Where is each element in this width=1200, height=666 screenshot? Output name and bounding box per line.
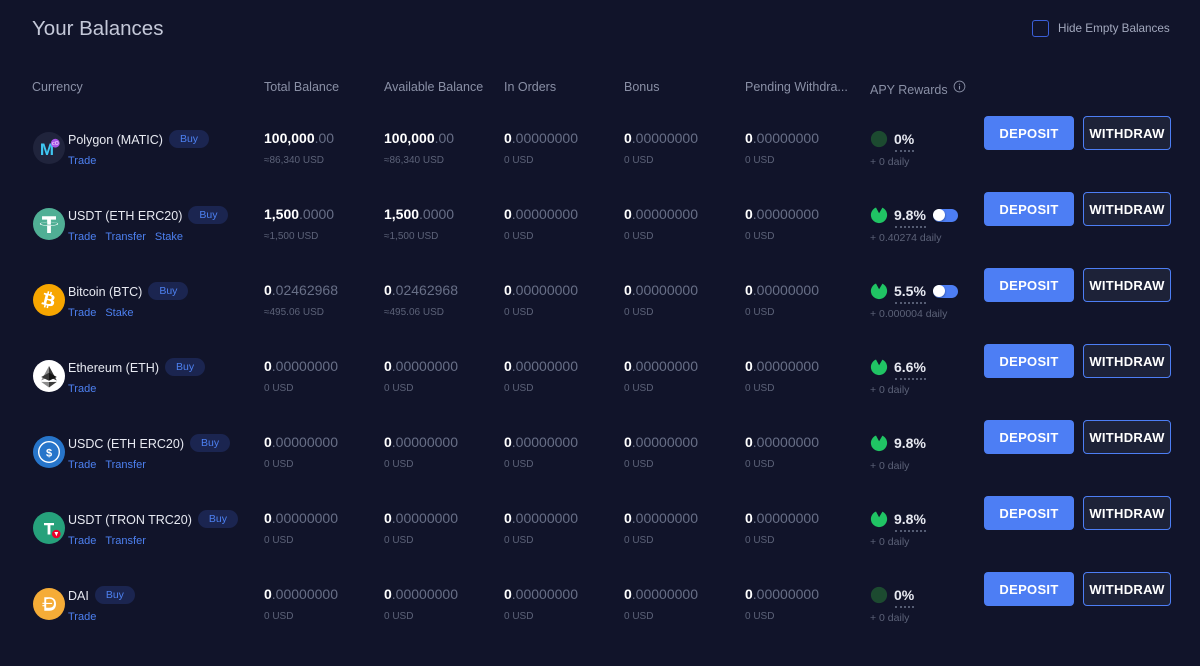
svg-text:$: $ [46, 448, 52, 460]
svg-text:cO: cO [52, 141, 59, 147]
